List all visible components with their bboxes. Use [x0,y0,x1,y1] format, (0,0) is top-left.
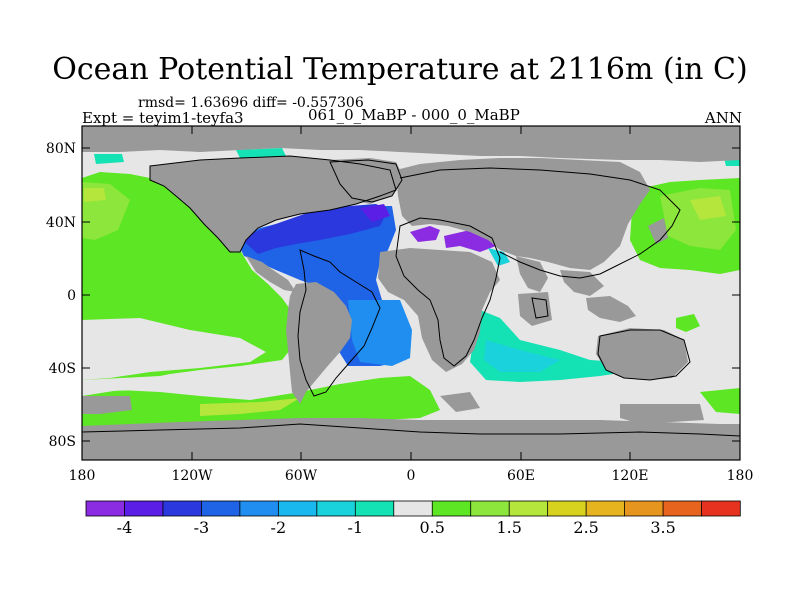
colorbar-swatch [162,500,203,517]
colorbar-swatch [393,500,433,517]
colorbar-swatch [239,500,280,517]
x-tick-label: 0 [407,468,416,484]
coastlines [82,155,740,437]
atlantic-violet-patch [360,204,390,222]
stats-line: rmsd= 1.63696 diff= -0.557306 [138,95,364,111]
colorbar-swatch [316,500,356,517]
case-label: 061_0_MaBP - 000_0_MaBP [308,106,520,124]
tasman-green [700,388,740,414]
colorbar-swatch [124,500,164,517]
colorbar-label: -4 [117,518,133,537]
colorbar-swatch [201,500,241,517]
colorbar-label: 0.5 [420,518,445,537]
colorbar-swatch [585,500,626,517]
colorbar-label: -2 [271,518,287,537]
colorbar-label: 3.5 [650,518,675,537]
east-pacific-yellow [690,196,726,220]
colorbar-swatch [508,500,549,517]
antarctic-cyan [94,148,740,166]
x-tick-label: 60W [285,468,318,484]
southern-ocean-white [82,372,300,392]
colorbar-swatch [431,500,472,517]
south-atlantic-lightblue [348,300,412,366]
colorbar [85,500,741,517]
colorbar-label: 1.5 [496,518,521,537]
colorbar-swatch [85,500,126,517]
x-tick-label: 120W [171,468,213,484]
y-tick-label: 80S [49,434,76,450]
y-tick-label: 40N [46,215,76,231]
southern-ocean-yellow [200,398,300,416]
plot-title: Ocean Potential Temperature at 2116m (in… [52,52,748,87]
x-tick-marks [81,126,631,460]
arabian-cyan [488,248,510,266]
indian-ocean-cyan-deep [484,340,560,372]
x-tick-label: 60E [507,468,535,484]
colorbar-swatch [277,500,318,517]
y-tick-label: 80N [46,141,76,157]
pacific-yellow-patch [84,188,106,202]
colorbar-label: -1 [347,518,363,537]
colorbar-swatch [470,500,510,517]
x-tick-label: 180 [727,468,754,484]
x-tick-label: 120E [612,468,649,484]
y-tick-label: 0 [67,288,76,304]
colorbar-label: 2.5 [573,518,598,537]
y-tick-marks [82,147,740,442]
colorbar-swatch [701,500,741,517]
colorbar-label: -3 [194,518,210,537]
colorbar-swatch [547,500,587,517]
atlantic-dark-blue [240,204,388,254]
y-tick-label: 40S [49,361,76,377]
experiment-label: Expt = teyim1-teyfa3 [82,109,244,127]
colorbar-swatch [662,500,703,517]
equatorial-white-tongue [82,324,230,352]
x-tick-label: 180 [69,468,96,484]
coral-sea-green [676,314,700,332]
season-label: ANN [704,109,742,127]
colorbar-swatch [354,500,395,517]
colorbar-swatch [624,500,664,517]
map-field [82,126,740,460]
land-mask [82,126,740,460]
